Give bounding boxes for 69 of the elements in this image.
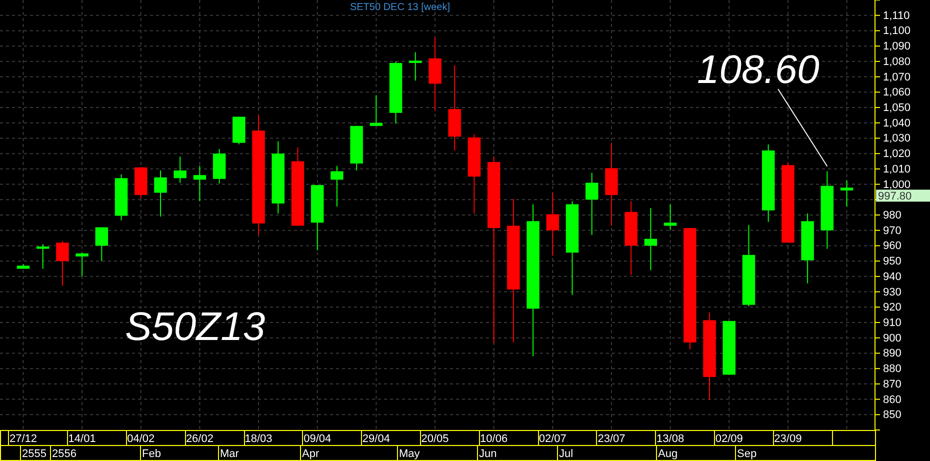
x-tick-label: 29/04: [362, 433, 390, 445]
y-tick-label: 850: [883, 409, 902, 422]
y-tick-label: 910: [883, 317, 902, 330]
y-tick-label: 880: [883, 363, 902, 376]
candlestick: [840, 180, 854, 208]
text: 997.80: [878, 190, 912, 203]
x-tick-label: 09/04: [304, 433, 332, 445]
y-tick-label: 1,000: [883, 178, 911, 191]
x-tick-label: 13/08: [656, 433, 684, 445]
annotation: 108.60: [697, 48, 820, 92]
y-tick-label: 960: [883, 240, 902, 252]
candlestick: [330, 165, 344, 208]
y-tick-label: 870: [883, 378, 902, 390]
text: Sep: [737, 448, 757, 460]
x-tick-label: 27/12: [9, 433, 37, 445]
text: Apr: [302, 448, 320, 460]
x-tick-label: 26/02: [186, 433, 214, 445]
y-tick-label: 920: [883, 302, 902, 314]
x-tick-label: 04/02: [127, 433, 155, 445]
y-tick-label: 1,040: [883, 117, 911, 130]
candlestick: [664, 204, 677, 230]
y-tick-label: 940: [883, 270, 902, 283]
candlestick: [95, 226, 108, 262]
text: Mar: [220, 448, 240, 460]
candlestick: [546, 192, 560, 256]
y-tick-label: 1,100: [883, 25, 911, 38]
y-tick-label: 950: [883, 256, 902, 268]
candlestick: [193, 165, 206, 202]
y-tick-label: 890: [883, 348, 902, 360]
y-tick-label: 1,110: [883, 10, 910, 22]
text: 2556: [52, 448, 76, 460]
y-tick-label: 1,050: [883, 102, 911, 114]
text: 2555: [22, 448, 46, 460]
candlestick: [585, 172, 598, 236]
candlestick: [644, 208, 658, 271]
y-tick-label: 1,030: [883, 132, 911, 145]
y-tick-label: 1,090: [883, 40, 911, 53]
text: May: [399, 448, 420, 460]
y-tick-label: 1,060: [883, 86, 911, 99]
text: Jun: [479, 448, 497, 460]
y-tick-label: 1,010: [883, 163, 911, 176]
y-tick-label: 980: [883, 210, 902, 222]
candlestick: [56, 240, 69, 286]
y-tick-label: 970: [883, 224, 902, 237]
candlestick: [76, 252, 88, 277]
text: Jul: [559, 448, 574, 460]
x-tick-label: 02/07: [538, 433, 566, 445]
x-tick-label: 20/05: [421, 433, 449, 445]
x-tick-label: 10/06: [480, 433, 508, 445]
x-tick-label: 02/09: [715, 433, 743, 445]
x-tick-label: 23/09: [774, 433, 802, 445]
x-tick-label: 14/01: [68, 433, 96, 445]
text: Feb: [142, 448, 161, 460]
x-tick-label: 18/03: [244, 433, 272, 445]
text: Aug: [658, 448, 678, 460]
y-tick-label: 860: [883, 394, 902, 406]
candlestick: [409, 52, 422, 82]
candlestick: [174, 156, 186, 184]
candlestick: [370, 94, 383, 126]
candlestick: [36, 244, 50, 270]
chart-title: SET50 DEC 13 [week]: [350, 2, 450, 13]
y-tick-label: 1,020: [883, 148, 911, 160]
annotation: S50Z13: [125, 305, 266, 349]
y-tick-label: 930: [883, 286, 902, 298]
candlestick: [154, 170, 167, 218]
y-tick-label: 900: [883, 332, 902, 344]
y-tick-label: 1,070: [883, 71, 911, 84]
y-tick-label: 1,080: [883, 56, 911, 68]
x-tick-label: 23/07: [598, 433, 626, 445]
